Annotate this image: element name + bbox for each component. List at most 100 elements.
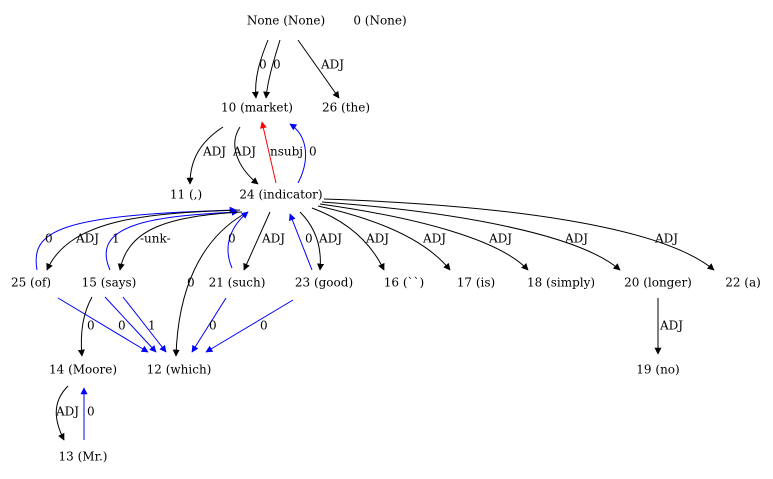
edge-21-12: 0 <box>191 297 227 353</box>
node-21: 21 (such) <box>209 276 266 290</box>
edge-line <box>122 296 167 353</box>
node-13: 13 (Mr.) <box>59 450 108 464</box>
edge-line <box>105 208 239 271</box>
edge-line <box>191 297 227 353</box>
edge-label: ADJ <box>232 145 256 159</box>
edge-label: 0 <box>209 319 217 333</box>
edge-24-16: ADJ <box>311 207 389 271</box>
edge-10-24: ADJ <box>232 126 259 185</box>
edge-15-12-1: 1 <box>122 296 167 353</box>
node-22: 22 (a) <box>725 276 761 290</box>
edge-15-12-0: 0 <box>104 296 157 353</box>
edge-25-12 <box>57 297 149 353</box>
node-16: 16 (``) <box>384 276 424 290</box>
edge-24-25: ADJ <box>46 209 241 271</box>
nodes: None (None) 0 (None) 10 (market) 26 (the… <box>11 14 761 464</box>
edge-24-21: ADJ <box>243 211 285 271</box>
edge-label: ADJ <box>318 232 342 246</box>
edge-line <box>35 206 237 271</box>
edge-line <box>321 201 621 271</box>
edge-none-26: ADJ <box>297 39 344 99</box>
edge-24-23: ADJ <box>299 211 342 271</box>
node-18: 18 (simply) <box>527 276 595 290</box>
edge-25-24: 0 <box>35 206 237 271</box>
edge-label: 0 <box>45 232 53 246</box>
edge-label: ADJ <box>365 232 389 246</box>
edge-line <box>205 299 294 353</box>
edge-line <box>289 123 307 184</box>
edge-line <box>259 121 277 184</box>
edge-15-24: 1 <box>105 208 239 271</box>
edge-label: 0 <box>228 232 236 246</box>
edge-24-12: 0 <box>172 213 245 357</box>
edge-13-14: 0 <box>80 387 95 440</box>
node-15: 15 (says) <box>82 276 137 290</box>
node-none: None (None) <box>247 14 325 28</box>
edge-line <box>77 296 93 357</box>
edge-24-17: ADJ <box>317 205 451 271</box>
edge-line <box>117 211 243 271</box>
edge-label: ADJ <box>261 232 285 246</box>
edge-20-19: ADJ <box>654 298 683 355</box>
edge-14-13: ADJ <box>55 385 79 441</box>
node-14: 14 (Moore) <box>49 363 117 377</box>
edge-label: ADJ <box>55 405 79 419</box>
edge-line <box>263 39 281 99</box>
edge-24-22: ADJ <box>323 198 715 271</box>
edge-24-10-nsubj: nsubj <box>259 121 303 184</box>
edge-label: -unk- <box>140 232 171 246</box>
edge-line <box>319 203 529 271</box>
edge-label: 1 <box>112 232 120 246</box>
edge-line <box>243 211 271 271</box>
node-24: 24 (indicator) <box>239 188 322 202</box>
edge-label: 1 <box>148 319 156 333</box>
edge-24-20: ADJ <box>321 201 621 271</box>
edge-label: ADJ <box>659 319 683 333</box>
node-0: 0 (None) <box>353 14 406 28</box>
node-12: 12 (which) <box>147 363 212 377</box>
edge-24-18: ADJ <box>319 203 529 271</box>
edge-line <box>299 211 325 271</box>
edge-label: 0 <box>260 319 268 333</box>
edge-23-24: 0 <box>289 213 313 271</box>
edge-line <box>227 211 249 269</box>
node-20: 20 (longer) <box>624 276 692 290</box>
node-17: 17 (is) <box>457 276 495 290</box>
edge-21-24: 0 <box>227 211 249 269</box>
edge-label: 0 <box>87 405 95 419</box>
edge-label: 0 <box>305 232 313 246</box>
node-23: 23 (good) <box>295 276 353 290</box>
edge-line <box>186 126 224 185</box>
edge-line <box>311 207 385 271</box>
edge-line <box>297 39 340 99</box>
edge-label: ADJ <box>422 232 446 246</box>
edge-label: 0 <box>309 145 317 159</box>
edge-label: ADJ <box>654 232 678 246</box>
edges: 0 0 ADJ ADJ ADJ nsubj 0 0 <box>35 39 715 441</box>
node-10: 10 (market) <box>221 101 293 115</box>
edge-line <box>172 213 245 357</box>
node-11: 11 (,) <box>170 188 202 202</box>
edge-23-12: 0 <box>205 299 294 353</box>
edge-label: ADJ <box>564 232 588 246</box>
edge-label: nsubj <box>270 145 303 159</box>
edge-10-11: ADJ <box>186 126 226 185</box>
edge-label: 0 <box>273 58 281 72</box>
edge-label: 0 <box>259 58 267 72</box>
edge-label: ADJ <box>320 58 344 72</box>
edge-line <box>55 385 69 441</box>
edge-line <box>234 126 259 185</box>
edge-15-14: 0 <box>77 296 95 357</box>
edge-label: 0 <box>118 319 126 333</box>
edge-line <box>104 296 157 353</box>
node-25: 25 (of) <box>11 276 51 290</box>
edge-label: ADJ <box>202 145 226 159</box>
edge-24-10-0: 0 <box>289 123 317 184</box>
edge-label: 0 <box>187 276 195 290</box>
edge-none-10-a: 0 <box>251 39 269 99</box>
node-19: 19 (no) <box>636 363 679 377</box>
edge-none-10-b: 0 <box>263 39 281 99</box>
edge-line <box>317 205 451 271</box>
edge-label: 0 <box>87 319 95 333</box>
